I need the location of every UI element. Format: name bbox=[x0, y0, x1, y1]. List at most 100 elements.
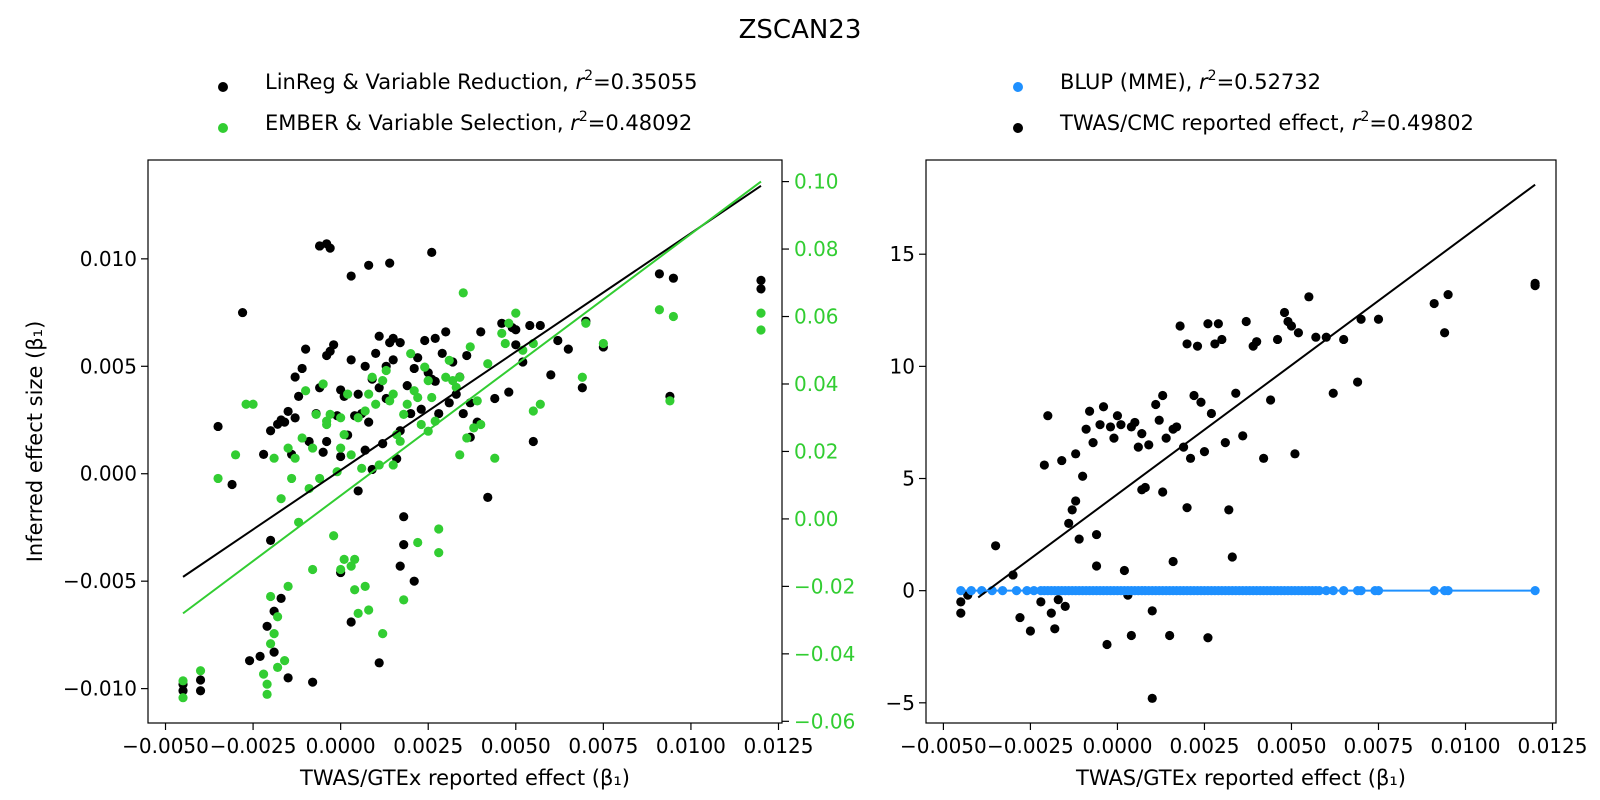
data-point bbox=[1353, 377, 1363, 387]
x-tick-label: 0.0000 bbox=[1082, 734, 1152, 758]
x-tick-label: 0.0050 bbox=[1256, 734, 1326, 758]
data-point bbox=[1046, 608, 1056, 618]
y2-tick-label: −0.04 bbox=[794, 642, 855, 666]
data-point bbox=[1098, 402, 1109, 412]
legend-r2-value: =0.49802 bbox=[1369, 111, 1473, 135]
data-point bbox=[413, 353, 423, 363]
data-point bbox=[353, 413, 363, 423]
data-point bbox=[563, 344, 573, 354]
legend-r-symbol: r bbox=[1352, 111, 1362, 135]
data-point bbox=[339, 429, 349, 440]
data-point bbox=[1074, 534, 1084, 544]
data-point bbox=[1440, 328, 1450, 338]
data-point bbox=[395, 436, 405, 446]
data-point bbox=[1133, 442, 1143, 452]
data-point bbox=[374, 331, 384, 341]
data-point bbox=[402, 381, 412, 391]
data-point bbox=[276, 494, 286, 504]
data-point bbox=[195, 686, 206, 696]
data-point bbox=[420, 335, 430, 346]
data-point bbox=[535, 399, 545, 409]
data-point bbox=[1217, 334, 1227, 345]
legend-superscript: 2 bbox=[584, 68, 593, 84]
data-point bbox=[1116, 420, 1126, 430]
data-point bbox=[444, 355, 454, 365]
data-point bbox=[290, 453, 300, 463]
x-tick-label: 0.0100 bbox=[1431, 734, 1501, 758]
legend-superscript: 2 bbox=[1360, 109, 1369, 125]
axes-frame bbox=[925, 159, 1557, 724]
data-point bbox=[434, 408, 444, 419]
data-point bbox=[1227, 552, 1237, 562]
data-point bbox=[1091, 529, 1102, 540]
data-point bbox=[1443, 289, 1453, 300]
data-point bbox=[458, 288, 468, 298]
data-point bbox=[1158, 487, 1168, 497]
data-point bbox=[1206, 408, 1217, 419]
data-point bbox=[437, 348, 447, 358]
data-point bbox=[178, 676, 188, 686]
data-point bbox=[343, 389, 353, 399]
legend-marker bbox=[1013, 82, 1023, 92]
x-tick-label: −0.0050 bbox=[900, 734, 987, 758]
data-point bbox=[577, 383, 587, 393]
y-tick-label: −5 bbox=[886, 691, 915, 715]
data-point bbox=[430, 376, 440, 386]
x-tick-label: 0.0075 bbox=[1343, 734, 1413, 758]
legend-label: EMBER & Variable Selection, r2=0.48092 bbox=[265, 109, 692, 135]
data-point bbox=[1151, 399, 1161, 410]
data-point bbox=[360, 581, 370, 591]
data-point bbox=[280, 417, 290, 427]
x-tick-label: 0.0075 bbox=[568, 734, 638, 758]
x-tick-label: 0.0025 bbox=[393, 734, 463, 758]
data-point bbox=[1339, 334, 1349, 345]
data-point bbox=[476, 419, 486, 430]
data-point bbox=[178, 686, 188, 696]
data-point bbox=[423, 376, 433, 386]
data-point bbox=[465, 342, 475, 352]
data-point bbox=[385, 258, 395, 268]
data-point bbox=[1213, 319, 1223, 329]
data-point bbox=[381, 365, 391, 376]
data-point bbox=[991, 541, 1001, 551]
data-point bbox=[416, 404, 426, 414]
data-point bbox=[395, 561, 405, 571]
data-point bbox=[360, 406, 370, 416]
data-point bbox=[409, 363, 419, 374]
data-point bbox=[322, 419, 332, 430]
data-point bbox=[1071, 449, 1081, 459]
data-point bbox=[325, 409, 335, 419]
data-point bbox=[1102, 639, 1112, 650]
data-point bbox=[269, 629, 279, 639]
data-point bbox=[308, 677, 318, 687]
data-point bbox=[1286, 321, 1297, 331]
fit-line bbox=[182, 184, 762, 578]
data-point bbox=[504, 387, 514, 397]
data-point bbox=[364, 417, 374, 427]
figure-title: ZSCAN23 bbox=[739, 15, 862, 45]
data-point bbox=[756, 325, 766, 335]
data-point bbox=[469, 423, 479, 433]
data-point bbox=[1036, 597, 1046, 607]
data-point bbox=[490, 453, 500, 463]
data-point bbox=[1279, 307, 1290, 318]
x-tick-label: 0.0125 bbox=[744, 734, 814, 758]
data-point bbox=[269, 453, 279, 463]
data-point bbox=[518, 357, 528, 367]
legend-superscript: 2 bbox=[1208, 68, 1217, 84]
data-point bbox=[1071, 496, 1081, 506]
data-point bbox=[1311, 332, 1321, 342]
y2-tick-label: 0.04 bbox=[794, 372, 839, 396]
data-point bbox=[364, 389, 374, 399]
x-axis-label: TWAS/GTEx reported effect (β₁) bbox=[1075, 766, 1406, 790]
data-point bbox=[399, 512, 409, 522]
data-point bbox=[409, 576, 419, 586]
y-tick-label: 5 bbox=[902, 467, 915, 491]
data-point bbox=[756, 284, 766, 294]
data-point bbox=[378, 376, 388, 386]
y-axis-label: Inferred effect size (β₁) bbox=[23, 321, 47, 563]
data-point bbox=[1081, 424, 1091, 434]
data-point bbox=[395, 338, 405, 348]
data-point bbox=[297, 363, 307, 374]
